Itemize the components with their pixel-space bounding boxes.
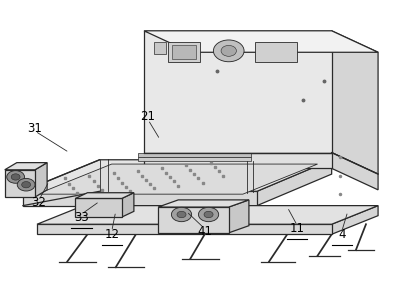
Text: 31: 31 bbox=[28, 122, 43, 135]
Circle shape bbox=[221, 46, 237, 56]
Polygon shape bbox=[122, 193, 134, 217]
Circle shape bbox=[22, 181, 30, 188]
Polygon shape bbox=[75, 198, 122, 217]
Circle shape bbox=[198, 207, 219, 222]
Polygon shape bbox=[23, 160, 332, 191]
Circle shape bbox=[11, 174, 20, 180]
Circle shape bbox=[17, 178, 35, 191]
Polygon shape bbox=[23, 191, 257, 206]
Circle shape bbox=[171, 207, 192, 222]
Polygon shape bbox=[158, 207, 229, 233]
Polygon shape bbox=[154, 42, 166, 54]
Polygon shape bbox=[332, 206, 378, 234]
Polygon shape bbox=[332, 31, 378, 174]
Circle shape bbox=[177, 211, 186, 218]
Polygon shape bbox=[255, 42, 297, 62]
Circle shape bbox=[7, 171, 25, 183]
Polygon shape bbox=[75, 193, 134, 198]
Text: 33: 33 bbox=[74, 211, 89, 223]
Text: 12: 12 bbox=[104, 228, 119, 241]
Polygon shape bbox=[229, 200, 249, 233]
Polygon shape bbox=[158, 200, 249, 207]
Polygon shape bbox=[5, 163, 47, 170]
Circle shape bbox=[204, 211, 213, 218]
Polygon shape bbox=[37, 224, 332, 234]
Text: 4: 4 bbox=[338, 228, 345, 241]
Polygon shape bbox=[144, 31, 332, 153]
Polygon shape bbox=[332, 153, 378, 190]
Polygon shape bbox=[138, 153, 251, 157]
Text: 32: 32 bbox=[32, 196, 47, 209]
Polygon shape bbox=[257, 160, 332, 206]
Text: 11: 11 bbox=[290, 222, 305, 235]
Polygon shape bbox=[168, 42, 200, 62]
Text: 41: 41 bbox=[197, 225, 212, 238]
Text: 21: 21 bbox=[141, 110, 156, 123]
Circle shape bbox=[213, 40, 244, 62]
Polygon shape bbox=[37, 206, 378, 224]
Polygon shape bbox=[144, 31, 378, 52]
Polygon shape bbox=[138, 157, 251, 161]
Polygon shape bbox=[5, 170, 35, 197]
Polygon shape bbox=[37, 164, 318, 194]
Polygon shape bbox=[144, 153, 332, 168]
Polygon shape bbox=[172, 45, 196, 59]
Polygon shape bbox=[35, 163, 47, 197]
